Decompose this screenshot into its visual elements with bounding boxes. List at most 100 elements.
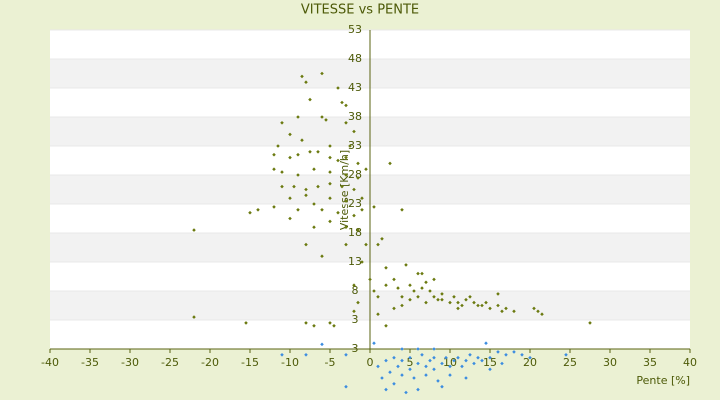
scatter-point <box>308 150 312 154</box>
scatter-point <box>312 167 316 171</box>
scatter-point <box>412 289 416 293</box>
scatter-point <box>292 184 296 189</box>
scatter-point <box>468 353 472 357</box>
scatter-point <box>368 277 372 282</box>
scatter-point <box>400 208 404 212</box>
x-tick-label: -30 <box>121 356 139 369</box>
scatter-point <box>296 173 300 177</box>
scatter-point <box>312 324 316 328</box>
scatter-point <box>432 295 436 299</box>
scatter-point <box>416 361 420 366</box>
scatter-point <box>396 286 400 290</box>
y-tick-label: 53 <box>348 23 362 36</box>
scatter-point <box>400 373 404 377</box>
scatter-point <box>372 289 376 293</box>
scatter-point <box>588 321 592 325</box>
x-tick-label: 25 <box>563 356 577 369</box>
scatter-point <box>376 242 380 247</box>
scatter-point <box>400 347 404 351</box>
scatter-point <box>444 355 448 360</box>
scatter-point <box>528 355 532 360</box>
x-tick-label: 0 <box>367 356 374 369</box>
scatter-point <box>296 208 300 212</box>
scatter-point <box>344 353 348 357</box>
scatter-point <box>416 271 420 276</box>
scatter-point <box>408 367 412 372</box>
scatter-point <box>352 213 356 218</box>
scatter-point <box>256 208 260 212</box>
scatter-point <box>320 115 324 119</box>
scatter-point <box>248 210 252 215</box>
scatter-point <box>412 376 416 380</box>
scatter-point <box>328 181 332 186</box>
x-tick-label: -25 <box>161 356 179 369</box>
x-tick-label: 35 <box>643 356 657 369</box>
scatter-point <box>392 355 396 360</box>
scatter-point <box>316 184 320 189</box>
scatter-point <box>336 210 340 215</box>
x-tick-label: 40 <box>683 356 697 369</box>
scatter-point <box>356 176 360 180</box>
scatter-point <box>360 208 364 212</box>
scatter-point <box>460 364 464 369</box>
scatter-point <box>300 138 304 142</box>
scatter-point <box>392 277 396 282</box>
scatter-point <box>404 390 408 395</box>
scatter-point <box>376 364 380 369</box>
x-tick-label: 30 <box>603 356 617 369</box>
y-tick-label: 28 <box>348 168 362 181</box>
scatter-point <box>476 355 480 360</box>
scatter-point <box>300 74 304 79</box>
scatter-point <box>272 167 276 171</box>
scatter-point <box>456 300 460 305</box>
scatter-point <box>428 358 432 363</box>
scatter-point <box>320 71 324 76</box>
scatter-point <box>540 312 544 316</box>
scatter-point <box>392 306 396 311</box>
scatter-point <box>384 358 388 363</box>
scatter-point <box>244 321 248 325</box>
scatter-point <box>428 289 432 293</box>
scatter-point <box>384 266 388 270</box>
scatter-point <box>280 353 284 357</box>
scatter-point <box>388 161 392 166</box>
scatter-point <box>272 152 276 157</box>
scatter-point <box>380 237 384 241</box>
scatter-point <box>476 303 480 308</box>
scatter-point <box>288 155 292 160</box>
scatter-point <box>296 115 300 119</box>
scatter-point <box>500 361 504 366</box>
scatter-point <box>296 152 300 157</box>
scatter-point <box>372 205 376 209</box>
scatter-point <box>280 170 284 174</box>
scatter-point <box>380 376 384 380</box>
scatter-point <box>416 295 420 299</box>
scatter-point <box>192 315 196 319</box>
scatter-point <box>504 353 508 357</box>
scatter-point <box>304 193 308 198</box>
scatter-point <box>376 312 380 316</box>
scatter-point <box>424 364 428 369</box>
scatter-point <box>384 283 388 287</box>
scatter-point <box>448 300 452 305</box>
scatter-point <box>432 367 436 372</box>
scatter-point <box>336 86 340 90</box>
scatter-point <box>432 347 436 351</box>
scatter-point <box>448 364 452 369</box>
scatter-point <box>364 242 368 247</box>
scatter-point <box>480 303 484 308</box>
scatter-point <box>304 187 308 192</box>
scatter-point <box>276 144 280 148</box>
scatter-point <box>564 353 568 357</box>
scatter-point <box>436 379 440 383</box>
scatter-point <box>340 100 344 105</box>
scatter-point <box>456 355 460 360</box>
scatter-point <box>496 350 500 354</box>
scatter-point <box>340 184 344 189</box>
scatter-point <box>344 121 348 125</box>
scatter-point <box>304 80 308 84</box>
scatter-point <box>344 103 348 108</box>
scatter-point <box>440 292 444 296</box>
scatter-point <box>352 129 356 134</box>
